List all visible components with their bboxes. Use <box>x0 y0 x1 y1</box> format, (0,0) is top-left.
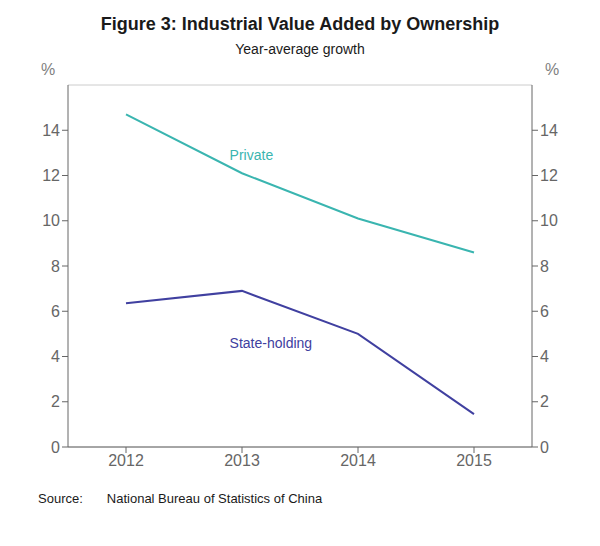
svg-text:8: 8 <box>51 258 60 275</box>
svg-text:6: 6 <box>540 303 549 320</box>
svg-text:%: % <box>545 61 559 78</box>
svg-text:2015: 2015 <box>456 452 492 469</box>
svg-text:2013: 2013 <box>224 452 260 469</box>
svg-text:10: 10 <box>42 212 60 229</box>
svg-text:14: 14 <box>42 122 60 139</box>
svg-text:2014: 2014 <box>340 452 376 469</box>
svg-text:%: % <box>41 61 55 78</box>
svg-text:14: 14 <box>540 122 558 139</box>
svg-text:State-holding: State-holding <box>230 335 313 351</box>
svg-text:4: 4 <box>51 348 60 365</box>
svg-text:4: 4 <box>540 348 549 365</box>
svg-text:0: 0 <box>540 439 549 456</box>
svg-text:12: 12 <box>42 167 60 184</box>
svg-text:2: 2 <box>51 393 60 410</box>
svg-text:2012: 2012 <box>108 452 144 469</box>
html-text:National Bureau of Statistics: National Bureau of Statistics of China <box>106 491 323 506</box>
html-text:Figure 3: Industrial Value Add: Figure 3: Industrial Value Added by Owne… <box>100 14 500 34</box>
html-text:Source:: Source: <box>38 491 83 506</box>
html-text:Year-average growth: Year-average growth <box>235 41 365 57</box>
svg-text:8: 8 <box>540 258 549 275</box>
svg-text:Private: Private <box>230 147 274 163</box>
svg-text:6: 6 <box>51 303 60 320</box>
svg-text:2: 2 <box>540 393 549 410</box>
svg-text:10: 10 <box>540 212 558 229</box>
svg-text:12: 12 <box>540 167 558 184</box>
svg-text:0: 0 <box>51 439 60 456</box>
